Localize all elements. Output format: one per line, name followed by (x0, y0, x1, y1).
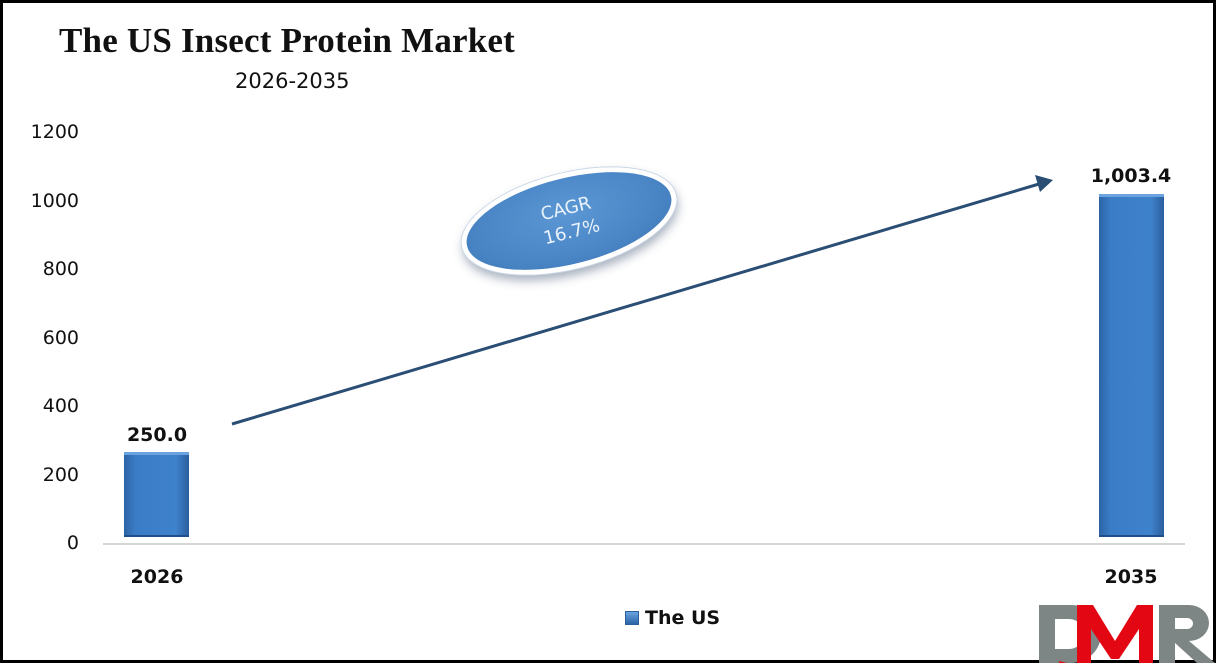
bar-2035 (1099, 194, 1164, 537)
y-tick-1000: 1000 (30, 190, 79, 212)
bar-label-2035: 1,003.4 (1090, 165, 1172, 187)
y-tick-200: 200 (42, 464, 79, 486)
x-tick-2035: 2035 (1104, 566, 1158, 588)
y-tick-0: 0 (66, 532, 79, 554)
y-tick-800: 800 (42, 258, 79, 280)
trend-arrow-icon (231, 175, 1053, 426)
chart-subtitle: 2026-2035 (235, 69, 350, 93)
x-axis-line (103, 543, 1185, 545)
bar-2026 (124, 452, 189, 537)
x-tick-2026: 2026 (130, 566, 184, 588)
dmr-logo-icon (1039, 605, 1215, 663)
bar-label-2026: 250.0 (126, 424, 188, 446)
legend-label: The US (645, 607, 721, 629)
legend-swatch-icon (625, 611, 639, 625)
y-tick-600: 600 (42, 327, 79, 349)
legend: The US (625, 607, 720, 629)
chart-title: The US Insect Protein Market (59, 21, 516, 60)
y-tick-1200: 1200 (30, 121, 79, 143)
y-tick-400: 400 (42, 395, 79, 417)
